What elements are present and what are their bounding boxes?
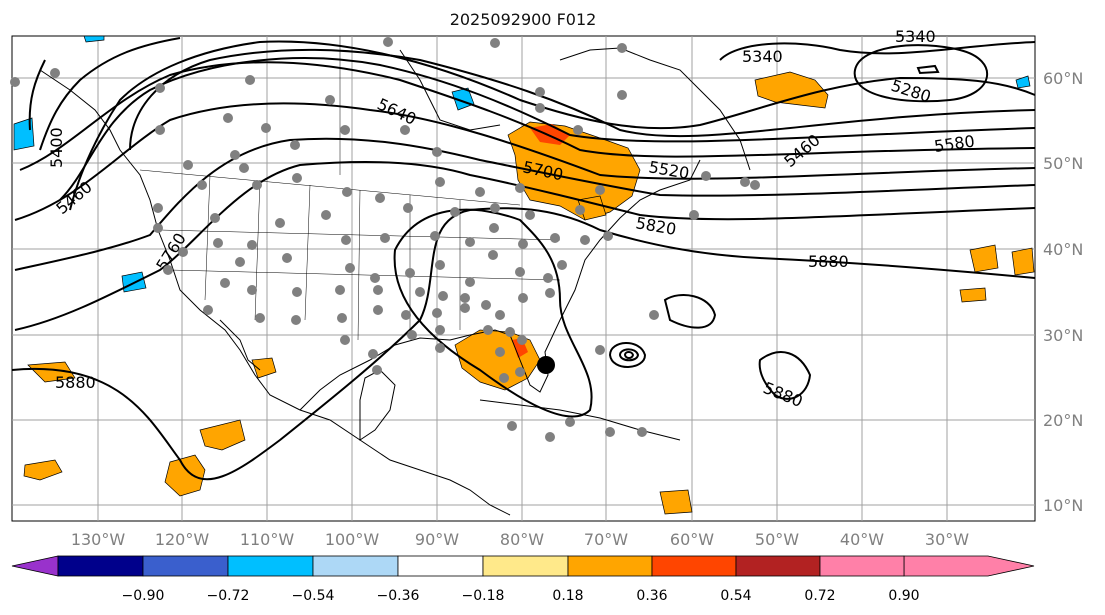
contour-hurricane: [608, 342, 647, 368]
contour-hurricane-in: [618, 348, 640, 362]
colorbar-bin: [312, 555, 399, 577]
contour-5520: [129, 48, 1036, 151]
lon-label: 100°W: [325, 530, 380, 549]
lat-label: 40°N: [1043, 240, 1083, 259]
lon-labels: 130°W 120°W 110°W 100°W 90°W 80°W 70°W 6…: [71, 530, 969, 549]
political-borders: [139, 36, 561, 341]
shade-blue-green: [1015, 75, 1031, 89]
contour-5700: [14, 102, 1036, 221]
colorbar-tick: 0.90: [888, 588, 919, 604]
lat-labels: 60°N 50°N 40°N 30°N 20°N 10°N: [1043, 69, 1083, 515]
colorbar-tick: 0.36: [636, 588, 667, 604]
storm-center-marker: [537, 356, 555, 374]
contour-5880-atl: [663, 294, 717, 329]
colorbar-bin: [819, 555, 905, 577]
colorbar-under: [11, 555, 59, 577]
lat-label: 20°N: [1043, 411, 1083, 430]
lat-label: 30°N: [1043, 326, 1083, 345]
lon-label: 30°W: [925, 530, 969, 549]
lon-label: 120°W: [155, 530, 210, 549]
colorbar-bin: [142, 555, 229, 577]
contour-label: 5880: [808, 252, 849, 271]
shade-blue-alaska: [13, 117, 35, 151]
contour-5820: [14, 161, 1036, 331]
lon-label: 70°W: [584, 530, 628, 549]
contour-label: 5400: [47, 127, 66, 168]
contour-5640: [19, 61, 1036, 171]
lon-label: 60°W: [670, 530, 714, 549]
contour-5280: [853, 44, 988, 103]
colorbar-tick: 0.18: [552, 588, 583, 604]
contour-label: 5880: [55, 373, 96, 392]
lon-label: 110°W: [240, 530, 295, 549]
colorbar-over: [903, 555, 1035, 577]
contour-hurricane-in2: [623, 351, 635, 359]
shade-carib: [659, 489, 693, 515]
shade-greenland: [754, 71, 829, 109]
colorbar-tick: −0.72: [207, 588, 250, 604]
shade-atl-e3: [959, 287, 987, 303]
lon-label: 130°W: [71, 530, 126, 549]
colorbar-tick: −0.54: [292, 588, 335, 604]
shade-atl-e2: [1011, 247, 1035, 276]
contour-5400: [39, 37, 181, 151]
colorbar-tick: 0.54: [720, 588, 751, 604]
colorbar-tick: −0.18: [462, 588, 505, 604]
lat-label: 10°N: [1043, 496, 1083, 515]
shade-mexico-pacific: [164, 454, 206, 497]
shade-atl-e1: [969, 244, 999, 273]
colorbar-bin: [482, 555, 569, 577]
map-title: 2025092900 F012: [449, 10, 597, 29]
contour-5460: [69, 40, 1036, 211]
colorbar-bin: [227, 555, 314, 577]
colorbar-bin: [397, 555, 484, 577]
colorbar: [11, 555, 1035, 577]
contour-low-small: [916, 64, 940, 75]
shade-gulf-mexico: [251, 357, 277, 379]
lat-lon-grid: [12, 36, 1035, 521]
colorbar-bin: [57, 555, 144, 577]
lon-label: 80°W: [500, 530, 544, 549]
map-frame: [11, 35, 1036, 522]
lon-label: 40°W: [840, 530, 884, 549]
shade-central-am: [199, 419, 246, 451]
lat-label: 50°N: [1043, 154, 1083, 173]
lon-label: 50°W: [755, 530, 799, 549]
shade-pacific-w: [23, 459, 63, 481]
shade-pacific-w2: [27, 361, 76, 383]
colorbar-bin: [735, 555, 821, 577]
lon-label: 90°W: [415, 530, 459, 549]
contour-5880-south: [11, 207, 1036, 481]
shade-blue-top: [83, 35, 105, 43]
colorbar-tick: −0.90: [122, 588, 165, 604]
contour-5880-atl2: [758, 351, 812, 400]
colorbar-tick: 0.72: [804, 588, 835, 604]
colorbar-bin: [651, 555, 737, 577]
contour-label: 5340: [895, 27, 936, 46]
colorbar-ticks: −0.90 −0.72 −0.54 −0.36 −0.18 0.18 0.36 …: [122, 588, 920, 604]
colorbar-tick: −0.36: [377, 588, 420, 604]
contour-5880-gulf: [393, 208, 593, 418]
colorbar-bin: [567, 555, 653, 577]
lat-label: 60°N: [1043, 69, 1083, 88]
station-dots: [10, 37, 760, 442]
contour-5340-nw: [28, 59, 46, 131]
contour-5580: [59, 57, 1036, 201]
contour-5340-ne: [719, 41, 1036, 61]
contour-label: 5340: [742, 47, 783, 66]
